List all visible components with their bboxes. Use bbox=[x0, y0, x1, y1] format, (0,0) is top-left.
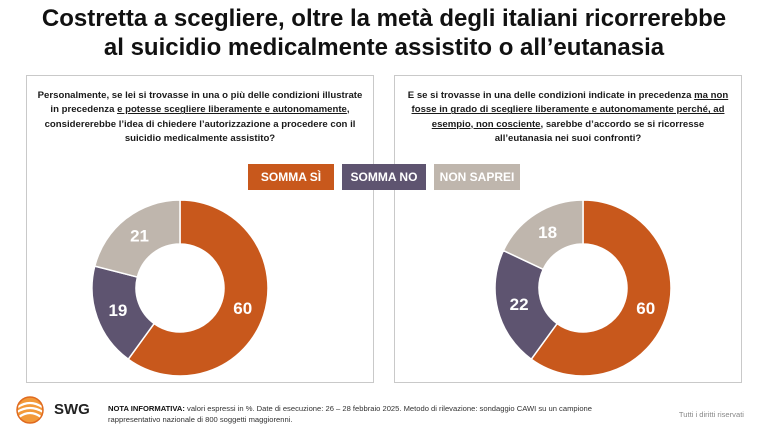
note-text: valori espressi in %. Date di esecuzione… bbox=[108, 404, 592, 424]
left-label-non-saprei: 21 bbox=[130, 226, 149, 245]
left-question: Personalmente, se lei si trovasse in una… bbox=[35, 89, 365, 147]
chart-legend: SOMMA SÌ SOMMA NO NON SAPREI bbox=[0, 164, 768, 190]
left-label-somma-no: 19 bbox=[108, 301, 127, 320]
swg-logo-icon bbox=[16, 396, 44, 424]
title-line-1: Costretta a scegliere, oltre la metà deg… bbox=[41, 5, 727, 32]
right-donut-chart: 60 22 18 bbox=[494, 199, 672, 377]
title-line-2: al suicidio medicalmente assistito o all… bbox=[103, 34, 665, 61]
left-donut-chart: 60 19 21 bbox=[91, 199, 269, 377]
right-question-underlined: ma non fosse in grado di scegliere liber… bbox=[411, 90, 729, 130]
right-label-non-saprei: 18 bbox=[538, 223, 557, 242]
right-slice-somma-si bbox=[530, 199, 672, 377]
left-question-part1: Personalmente, se lei si trovasse in una… bbox=[37, 90, 363, 116]
left-question-underlined: e potesse scegliere liberamente e autono… bbox=[117, 104, 347, 116]
right-question: E se si trovasse in una delle condizioni… bbox=[403, 89, 733, 147]
right-label-somma-si: 60 bbox=[636, 299, 655, 318]
left-slice-non-saprei bbox=[93, 199, 181, 278]
page-title: Costretta a scegliere, oltre la metà deg… bbox=[0, 4, 768, 62]
right-question-part2: , sarebbe d’accordo se si ricorresse all… bbox=[494, 118, 705, 145]
swg-brand-text: SWG bbox=[54, 401, 90, 418]
legend-non-saprei: NON SAPREI bbox=[434, 164, 520, 190]
note-label: NOTA INFORMATIVA: bbox=[108, 404, 185, 413]
left-label-somma-si: 60 bbox=[233, 299, 252, 318]
right-label-somma-no: 22 bbox=[510, 295, 529, 314]
right-question-part1: E se si trovasse in una delle condizioni… bbox=[407, 90, 695, 101]
legend-somma-si: SOMMA SÌ bbox=[248, 164, 334, 190]
right-slice-non-saprei bbox=[502, 199, 584, 271]
legend-somma-no: SOMMA NO bbox=[342, 164, 426, 190]
rights-reserved: Tutti i diritti riservati bbox=[678, 410, 744, 419]
left-question-part2: , considererebbe l’idea di chiedere l’au… bbox=[44, 104, 356, 145]
swg-logo: SWG bbox=[14, 395, 94, 425]
methodology-note: NOTA INFORMATIVA: valori espressi in %. … bbox=[108, 403, 628, 425]
left-slice-somma-si bbox=[127, 199, 269, 377]
